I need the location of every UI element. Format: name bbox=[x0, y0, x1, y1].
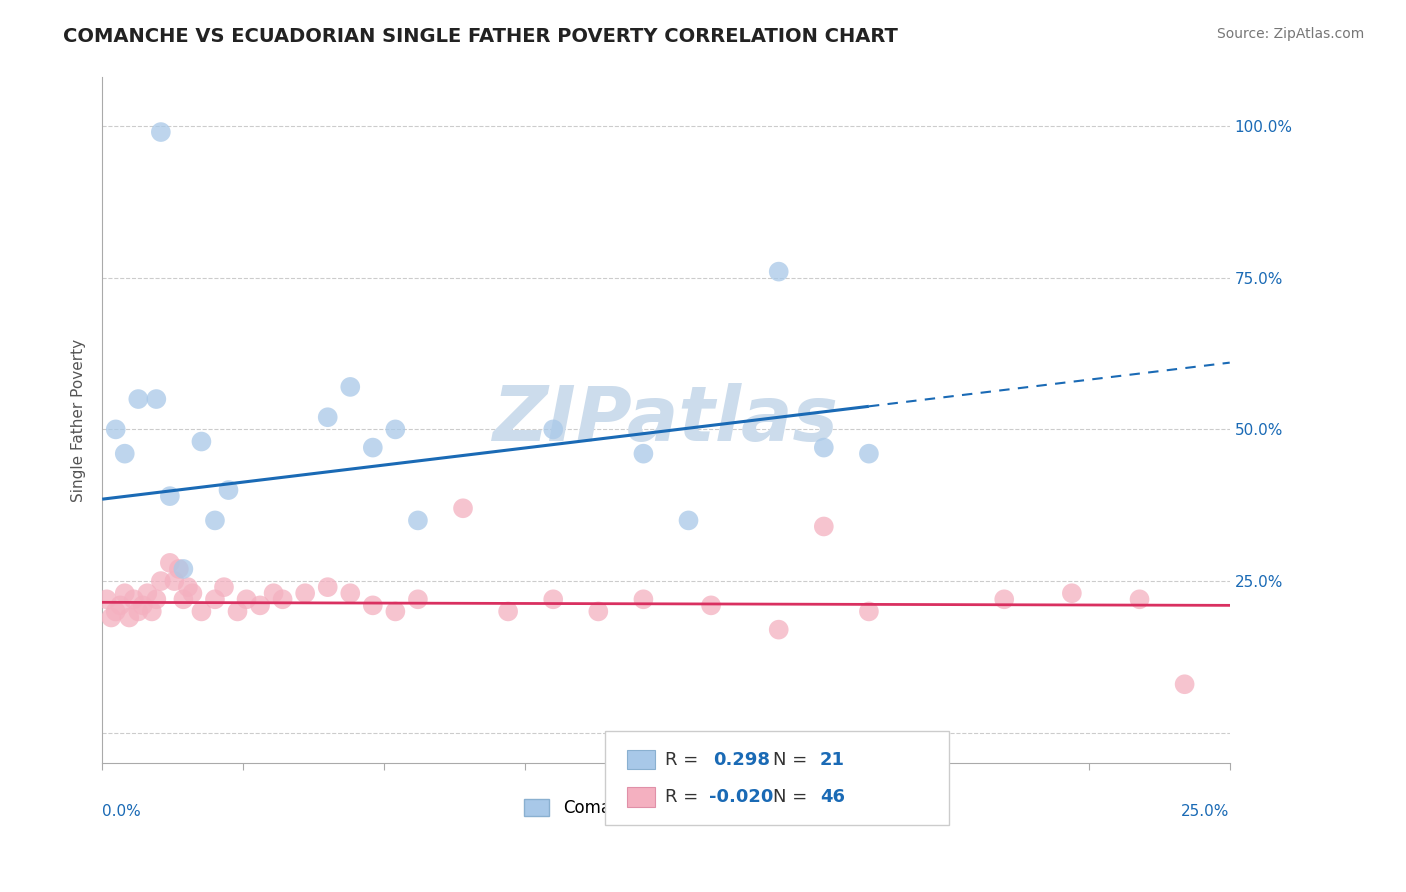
Point bbox=[114, 586, 136, 600]
Text: 0.0%: 0.0% bbox=[103, 805, 141, 819]
Point bbox=[700, 599, 723, 613]
Point bbox=[104, 422, 127, 436]
Text: R =: R = bbox=[665, 751, 704, 769]
Point bbox=[172, 562, 194, 576]
Point bbox=[858, 604, 880, 618]
Point bbox=[339, 586, 361, 600]
Text: COMANCHE VS ECUADORIAN SINGLE FATHER POVERTY CORRELATION CHART: COMANCHE VS ECUADORIAN SINGLE FATHER POV… bbox=[63, 27, 898, 45]
Point bbox=[218, 483, 240, 497]
Point bbox=[136, 586, 159, 600]
Point bbox=[190, 604, 212, 618]
Point bbox=[993, 592, 1015, 607]
Point bbox=[159, 489, 181, 503]
Point bbox=[768, 623, 790, 637]
Point bbox=[149, 125, 172, 139]
Point bbox=[1174, 677, 1197, 691]
Point bbox=[361, 441, 384, 455]
Point bbox=[110, 599, 132, 613]
Point bbox=[678, 513, 700, 527]
Point bbox=[541, 422, 564, 436]
Text: R =: R = bbox=[665, 788, 704, 805]
Point bbox=[496, 604, 519, 618]
Point bbox=[132, 599, 155, 613]
Point bbox=[339, 380, 361, 394]
Point bbox=[249, 599, 271, 613]
Point bbox=[104, 604, 127, 618]
Point bbox=[159, 556, 181, 570]
Text: N =: N = bbox=[773, 751, 813, 769]
Point bbox=[294, 586, 316, 600]
Point bbox=[813, 441, 835, 455]
Point bbox=[204, 592, 226, 607]
Text: -0.020: -0.020 bbox=[709, 788, 773, 805]
Point bbox=[141, 604, 163, 618]
Point bbox=[177, 580, 200, 594]
Point bbox=[145, 592, 167, 607]
Point bbox=[127, 604, 149, 618]
Point bbox=[212, 580, 235, 594]
Point bbox=[167, 562, 190, 576]
Point bbox=[768, 265, 790, 279]
Point bbox=[316, 580, 339, 594]
Point bbox=[122, 592, 145, 607]
Point bbox=[633, 592, 655, 607]
Point bbox=[172, 592, 194, 607]
Point bbox=[633, 447, 655, 461]
Point bbox=[127, 392, 149, 406]
Point bbox=[271, 592, 294, 607]
Point bbox=[204, 513, 226, 527]
Point bbox=[235, 592, 257, 607]
Text: 46: 46 bbox=[820, 788, 845, 805]
Point bbox=[100, 610, 122, 624]
Point bbox=[114, 447, 136, 461]
Point bbox=[226, 604, 249, 618]
Y-axis label: Single Father Poverty: Single Father Poverty bbox=[72, 339, 86, 502]
Point bbox=[451, 501, 474, 516]
Point bbox=[384, 422, 406, 436]
Text: 0.298: 0.298 bbox=[713, 751, 770, 769]
Text: 25.0%: 25.0% bbox=[1181, 805, 1230, 819]
Text: ZIPatlas: ZIPatlas bbox=[494, 384, 839, 458]
Point bbox=[263, 586, 285, 600]
Point bbox=[96, 592, 118, 607]
Legend: Comanche, Ecuadorians: Comanche, Ecuadorians bbox=[517, 792, 814, 823]
Point bbox=[406, 513, 429, 527]
Point bbox=[1128, 592, 1150, 607]
Text: Source: ZipAtlas.com: Source: ZipAtlas.com bbox=[1216, 27, 1364, 41]
Text: N =: N = bbox=[773, 788, 813, 805]
Point bbox=[316, 410, 339, 425]
Point bbox=[588, 604, 610, 618]
Point bbox=[406, 592, 429, 607]
Point bbox=[858, 447, 880, 461]
Point bbox=[541, 592, 564, 607]
Point bbox=[384, 604, 406, 618]
Point bbox=[361, 599, 384, 613]
Point bbox=[1060, 586, 1083, 600]
Point bbox=[118, 610, 141, 624]
Point bbox=[190, 434, 212, 449]
Point bbox=[813, 519, 835, 533]
Point bbox=[181, 586, 204, 600]
Point bbox=[149, 574, 172, 588]
Text: 21: 21 bbox=[820, 751, 845, 769]
Point bbox=[145, 392, 167, 406]
Point bbox=[163, 574, 186, 588]
